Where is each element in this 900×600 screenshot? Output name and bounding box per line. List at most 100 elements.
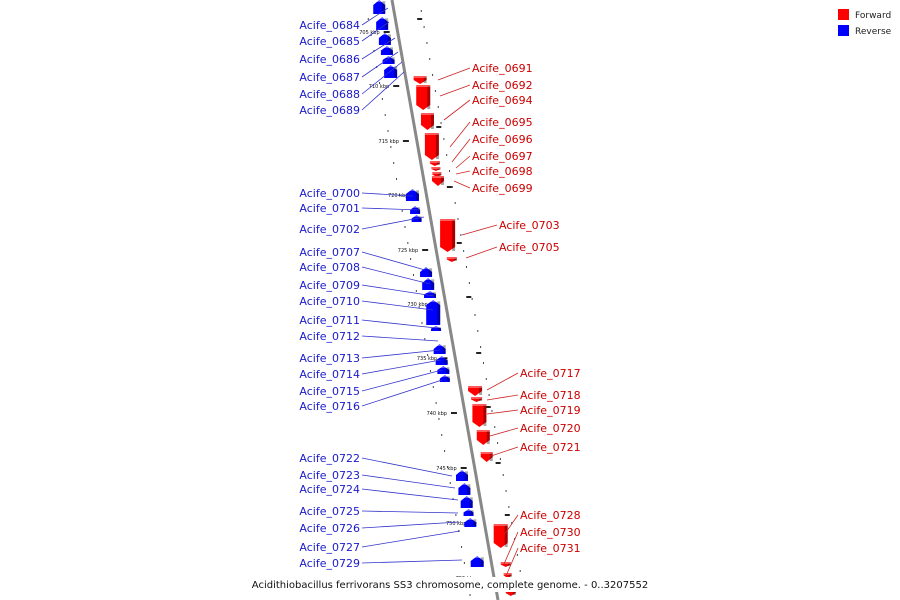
forward-gene-label[interactable]: Acife_0730 (520, 526, 581, 539)
scale-dot (465, 266, 467, 268)
reverse-gene-label[interactable]: Acife_0701 (299, 202, 360, 215)
reverse-gene-label[interactable]: Acife_0710 (299, 295, 360, 308)
forward-gene-label[interactable]: Acife_0703 (499, 219, 560, 232)
reverse-gene-label[interactable]: Acife_0709 (299, 279, 360, 292)
forward-gene-label[interactable]: Acife_0691 (472, 62, 533, 75)
scale-dot (491, 410, 493, 412)
reverse-gene-label[interactable]: Acife_0687 (299, 71, 360, 84)
forward-gene-label[interactable]: Acife_0731 (520, 542, 581, 555)
forward-gene-label[interactable]: Acife_0728 (520, 509, 581, 522)
reverse-gene-feature[interactable] (382, 56, 395, 64)
gene-arrow-shade (446, 367, 450, 373)
forward-gene-label[interactable]: Acife_0697 (472, 150, 533, 163)
scale-dot (390, 146, 392, 148)
reverse-gene-feature[interactable] (437, 366, 450, 374)
forward-gene-feature[interactable] (424, 133, 439, 160)
forward-gene-feature[interactable] (503, 573, 512, 578)
reverse-gene-label[interactable]: Acife_0716 (299, 400, 360, 413)
forward-gene-label[interactable]: Acife_0699 (472, 182, 533, 195)
gene-arrow-shade (438, 327, 442, 330)
forward-gene-label[interactable]: Acife_0717 (520, 367, 581, 380)
forward-gene-label[interactable]: Acife_0705 (499, 241, 560, 254)
reverse-gene-label[interactable]: Acife_0729 (299, 557, 360, 570)
reverse-gene-label[interactable]: Acife_0685 (299, 35, 360, 48)
reverse-gene-label[interactable]: Acife_0712 (299, 330, 360, 343)
reverse-gene-feature[interactable] (426, 300, 441, 325)
forward-gene-label[interactable]: Acife_0720 (520, 422, 581, 435)
forward-gene-label[interactable]: Acife_0719 (520, 404, 581, 417)
forward-gene-feature[interactable] (432, 172, 442, 177)
forward-gene-label[interactable]: Acife_0695 (472, 116, 533, 129)
reverse-gene-label[interactable]: Acife_0714 (299, 368, 360, 381)
forward-gene-label[interactable]: Acife_0698 (472, 165, 533, 178)
forward-gene-label[interactable]: Acife_0718 (520, 389, 581, 402)
reverse-gene-feature[interactable] (456, 470, 469, 481)
forward-gene-feature[interactable] (413, 76, 427, 84)
gene-arrow-highlight (373, 0, 386, 2)
forward-gene-feature[interactable] (416, 85, 431, 110)
reverse-gene-feature[interactable] (380, 46, 393, 55)
scale-dot (396, 178, 398, 180)
minor-tick (466, 296, 472, 298)
forward-gene-feature[interactable] (471, 397, 483, 402)
reverse-gene-feature[interactable] (422, 278, 435, 290)
reverse-gene-feature[interactable] (463, 509, 474, 516)
forward-gene-feature[interactable] (446, 257, 457, 262)
reverse-gene-label[interactable]: Acife_0700 (299, 187, 360, 200)
forward-gene-feature[interactable] (420, 113, 434, 130)
gene-arrow-shade (452, 220, 456, 251)
forward-gene-label[interactable]: Acife_0694 (472, 94, 533, 107)
reverse-gene-label[interactable]: Acife_0725 (299, 505, 360, 518)
forward-gene-feature[interactable] (472, 404, 487, 427)
reverse-gene-label[interactable]: Acife_0723 (299, 469, 360, 482)
reverse-gene-feature[interactable] (439, 375, 450, 382)
reverse-gene-feature[interactable] (378, 33, 391, 45)
reverse-gene-label[interactable]: Acife_0689 (299, 104, 360, 117)
reverse-gene-feature[interactable] (420, 267, 433, 277)
gene-arrow-shade (431, 279, 435, 289)
gene-arrow-highlight (471, 397, 483, 399)
forward-gene-feature[interactable] (429, 161, 440, 166)
reverse-gene-label[interactable]: Acife_0708 (299, 261, 360, 274)
reverse-gene-feature[interactable] (460, 496, 473, 508)
gene-arrow-highlight (439, 375, 450, 377)
reverse-gene-label[interactable]: Acife_0684 (299, 19, 360, 32)
scale-dot (446, 466, 448, 468)
reverse-gene-label[interactable]: Acife_0713 (299, 352, 360, 365)
forward-gene-feature[interactable] (480, 452, 493, 462)
forward-gene-feature[interactable] (431, 176, 444, 186)
reverse-gene-label[interactable]: Acife_0726 (299, 522, 360, 535)
scale-dot (432, 386, 434, 388)
forward-gene-feature[interactable] (431, 167, 441, 171)
reverse-gene-feature[interactable] (433, 344, 446, 354)
reverse-gene-label[interactable]: Acife_0707 (299, 246, 360, 259)
reverse-gene-label[interactable]: Acife_0715 (299, 385, 360, 398)
reverse-gene-label[interactable]: Acife_0727 (299, 541, 360, 554)
gene-arrow-shade (433, 292, 437, 297)
forward-gene-label[interactable]: Acife_0692 (472, 79, 533, 92)
forward-leader-line (455, 170, 471, 175)
reverse-gene-feature[interactable] (373, 0, 386, 14)
reverse-gene-feature[interactable] (470, 556, 484, 567)
reverse-gene-label[interactable]: Acife_0711 (299, 314, 360, 327)
forward-gene-feature[interactable] (493, 524, 508, 548)
reverse-gene-label[interactable]: Acife_0722 (299, 452, 360, 465)
forward-gene-feature[interactable] (500, 562, 511, 567)
reverse-gene-label[interactable]: Acife_0688 (299, 88, 360, 101)
reverse-gene-feature[interactable] (464, 518, 477, 527)
forward-leader-line (439, 84, 471, 97)
reverse-gene-feature[interactable] (405, 189, 419, 201)
forward-gene-feature[interactable] (476, 430, 490, 445)
reverse-gene-label[interactable]: Acife_0724 (299, 483, 360, 496)
reverse-gene-label[interactable]: Acife_0686 (299, 53, 360, 66)
forward-gene-label[interactable]: Acife_0721 (520, 441, 581, 454)
reverse-gene-feature[interactable] (458, 483, 471, 495)
reverse-gene-feature[interactable] (435, 356, 448, 365)
gene-arrow-shade (453, 258, 457, 261)
reverse-leader-line (361, 207, 421, 211)
forward-gene-label[interactable]: Acife_0696 (472, 133, 533, 146)
reverse-gene-feature[interactable] (431, 326, 442, 331)
forward-gene-feature[interactable] (468, 386, 483, 396)
forward-gene-feature[interactable] (440, 219, 456, 252)
reverse-gene-label[interactable]: Acife_0702 (299, 223, 360, 236)
